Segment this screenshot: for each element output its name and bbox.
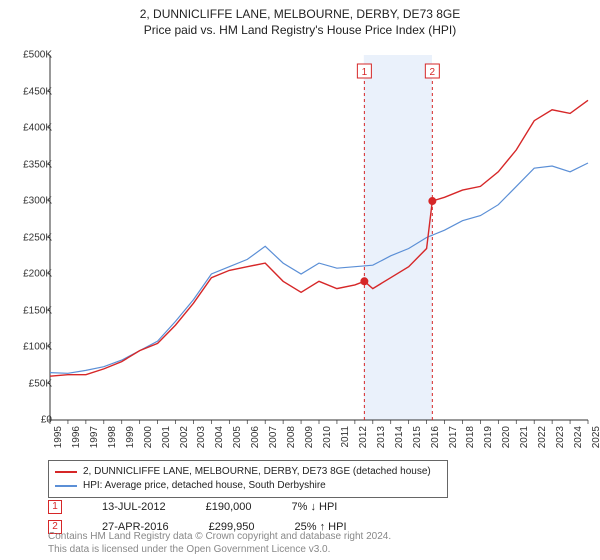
y-tick-label: £500K: [8, 50, 52, 61]
chart-title: 2, DUNNICLIFFE LANE, MELBOURNE, DERBY, D…: [0, 0, 600, 38]
sale-marker-icon: 1: [48, 500, 62, 514]
x-tick-label: 2017: [448, 426, 459, 448]
sale-date: 13-JUL-2012: [102, 501, 166, 513]
sale-row: 1 13-JUL-2012 £190,000 7% ↓ HPI: [48, 500, 590, 514]
x-tick-label: 2025: [591, 426, 600, 448]
x-tick-label: 2014: [394, 426, 405, 448]
x-tick-label: 2005: [232, 426, 243, 448]
sale-marker-label: 1: [52, 502, 58, 512]
y-tick-label: £0: [8, 415, 52, 426]
sale-price: £190,000: [206, 501, 252, 513]
chart-svg: 12: [48, 50, 590, 425]
footer: Contains HM Land Registry data © Crown c…: [48, 530, 590, 556]
x-tick-label: 2012: [358, 426, 369, 448]
x-tick-label: 2006: [250, 426, 261, 448]
x-tick-label: 2018: [465, 426, 476, 448]
y-tick-label: £350K: [8, 159, 52, 170]
x-tick-label: 2001: [161, 426, 172, 448]
legend-item: HPI: Average price, detached house, Sout…: [55, 479, 441, 493]
x-tick-label: 2007: [268, 426, 279, 448]
title-line-1: 2, DUNNICLIFFE LANE, MELBOURNE, DERBY, D…: [0, 6, 600, 22]
x-tick-label: 2013: [376, 426, 387, 448]
footer-line-1: Contains HM Land Registry data © Crown c…: [48, 530, 590, 543]
legend-swatch: [55, 485, 77, 487]
x-tick-label: 2009: [304, 426, 315, 448]
x-tick-label: 2010: [322, 426, 333, 448]
x-tick-label: 1999: [125, 426, 136, 448]
svg-text:2: 2: [430, 67, 436, 78]
y-tick-label: £300K: [8, 196, 52, 207]
legend: 2, DUNNICLIFFE LANE, MELBOURNE, DERBY, D…: [48, 460, 448, 498]
x-tick-label: 2011: [340, 426, 351, 448]
x-tick-label: 1998: [107, 426, 118, 448]
x-tick-label: 2000: [143, 426, 154, 448]
x-tick-label: 1995: [53, 426, 64, 448]
legend-label: 2, DUNNICLIFFE LANE, MELBOURNE, DERBY, D…: [83, 465, 431, 479]
legend-label: HPI: Average price, detached house, Sout…: [83, 479, 326, 493]
x-tick-label: 2021: [519, 426, 530, 448]
x-tick-label: 2008: [286, 426, 297, 448]
svg-text:1: 1: [362, 67, 368, 78]
x-tick-label: 2002: [179, 426, 190, 448]
y-tick-label: £100K: [8, 342, 52, 353]
x-tick-label: 2004: [214, 426, 225, 448]
y-tick-label: £250K: [8, 232, 52, 243]
x-tick-label: 1997: [89, 426, 100, 448]
title-line-2: Price paid vs. HM Land Registry's House …: [0, 22, 600, 38]
y-tick-label: £400K: [8, 123, 52, 134]
chart-container: 2, DUNNICLIFFE LANE, MELBOURNE, DERBY, D…: [0, 0, 600, 560]
x-tick-label: 2003: [196, 426, 207, 448]
sale-hpi: 7% ↓ HPI: [291, 501, 337, 513]
legend-item: 2, DUNNICLIFFE LANE, MELBOURNE, DERBY, D…: [55, 465, 441, 479]
x-tick-label: 2024: [573, 426, 584, 448]
legend-swatch: [55, 471, 77, 473]
x-tick-label: 2023: [555, 426, 566, 448]
x-tick-label: 2020: [501, 426, 512, 448]
y-tick-label: £200K: [8, 269, 52, 280]
x-tick-label: 2015: [412, 426, 423, 448]
y-tick-label: £150K: [8, 305, 52, 316]
chart-plot-area: 12: [48, 50, 590, 425]
x-tick-label: 2022: [537, 426, 548, 448]
footer-line-2: This data is licensed under the Open Gov…: [48, 543, 590, 556]
y-tick-label: £450K: [8, 86, 52, 97]
x-tick-label: 1996: [71, 426, 82, 448]
x-tick-label: 2019: [483, 426, 494, 448]
x-tick-label: 2016: [430, 426, 441, 448]
y-tick-label: £50K: [8, 378, 52, 389]
